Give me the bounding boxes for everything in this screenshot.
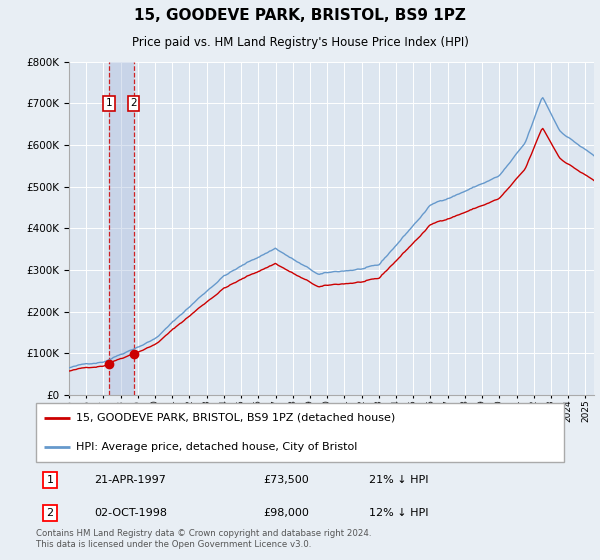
FancyBboxPatch shape <box>36 403 564 462</box>
Text: 2: 2 <box>47 508 53 518</box>
Text: 21-APR-1997: 21-APR-1997 <box>94 475 166 484</box>
Text: Price paid vs. HM Land Registry's House Price Index (HPI): Price paid vs. HM Land Registry's House … <box>131 36 469 49</box>
Text: 2: 2 <box>130 98 137 108</box>
Text: £98,000: £98,000 <box>263 508 309 518</box>
Text: 1: 1 <box>47 475 53 484</box>
Text: 15, GOODEVE PARK, BRISTOL, BS9 1PZ: 15, GOODEVE PARK, BRISTOL, BS9 1PZ <box>134 8 466 24</box>
Text: 12% ↓ HPI: 12% ↓ HPI <box>368 508 428 518</box>
Text: Contains HM Land Registry data © Crown copyright and database right 2024.
This d: Contains HM Land Registry data © Crown c… <box>36 529 371 549</box>
Bar <box>109 62 134 395</box>
Text: 02-OCT-1998: 02-OCT-1998 <box>94 508 167 518</box>
Text: HPI: Average price, detached house, City of Bristol: HPI: Average price, detached house, City… <box>76 442 357 452</box>
Text: £73,500: £73,500 <box>263 475 309 484</box>
Text: 21% ↓ HPI: 21% ↓ HPI <box>368 475 428 484</box>
Text: 1: 1 <box>106 98 112 108</box>
Text: 15, GOODEVE PARK, BRISTOL, BS9 1PZ (detached house): 15, GOODEVE PARK, BRISTOL, BS9 1PZ (deta… <box>76 413 395 423</box>
